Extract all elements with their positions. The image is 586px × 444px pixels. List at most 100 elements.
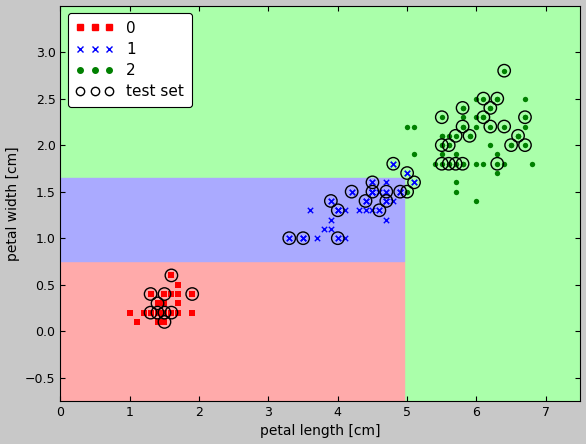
Point <box>451 160 461 167</box>
Point <box>298 234 308 242</box>
Point <box>479 95 488 102</box>
Point <box>479 114 488 121</box>
Point <box>153 300 162 307</box>
Point <box>340 234 349 242</box>
Point <box>520 114 530 121</box>
Point <box>493 95 502 102</box>
Point <box>437 142 447 149</box>
Point <box>437 114 447 121</box>
Point <box>513 132 523 139</box>
Point <box>146 290 155 297</box>
Point <box>472 95 481 102</box>
Point <box>285 234 294 242</box>
Point <box>125 309 135 316</box>
Point <box>153 318 162 325</box>
Point <box>458 114 467 121</box>
Point <box>486 104 495 111</box>
Point <box>410 179 419 186</box>
Point <box>312 234 322 242</box>
Point <box>499 160 509 167</box>
Point <box>347 188 356 195</box>
Point <box>374 207 384 214</box>
Point <box>160 290 169 297</box>
Point <box>326 225 336 232</box>
Point <box>333 207 342 214</box>
Point <box>506 142 516 149</box>
Point <box>396 188 405 195</box>
Point <box>479 114 488 121</box>
Point <box>396 188 405 195</box>
Point <box>368 188 377 195</box>
Point <box>479 95 488 102</box>
Point <box>527 160 537 167</box>
Point <box>444 160 454 167</box>
Point <box>403 170 412 177</box>
Point <box>472 160 481 167</box>
Point <box>333 207 342 214</box>
Point <box>368 188 377 195</box>
Point <box>520 95 530 102</box>
Point <box>389 160 398 167</box>
Point <box>333 207 342 214</box>
Point <box>368 179 377 186</box>
Point <box>396 188 405 195</box>
Point <box>160 309 169 316</box>
Point <box>333 234 342 242</box>
Point <box>153 318 162 325</box>
Point <box>166 309 176 316</box>
Point <box>451 151 461 158</box>
Point <box>361 207 370 214</box>
X-axis label: petal length [cm]: petal length [cm] <box>260 424 381 438</box>
Point <box>146 290 155 297</box>
Point <box>410 179 419 186</box>
Point <box>444 160 454 167</box>
Point <box>166 309 176 316</box>
Bar <box>60 262 404 401</box>
Point <box>368 188 377 195</box>
Point <box>160 290 169 297</box>
Point <box>146 309 155 316</box>
Point <box>444 142 454 149</box>
Point <box>472 198 481 205</box>
Point <box>160 318 169 325</box>
Point <box>160 290 169 297</box>
Point <box>166 309 176 316</box>
Point <box>437 114 447 121</box>
Point <box>153 300 162 307</box>
Point <box>444 142 454 149</box>
Point <box>396 188 405 195</box>
Point <box>437 142 447 149</box>
Point <box>361 198 370 205</box>
Point <box>451 132 461 139</box>
Point <box>493 160 502 167</box>
Point <box>326 216 336 223</box>
Point <box>160 309 169 316</box>
Point <box>298 234 308 242</box>
Point <box>458 160 467 167</box>
Point <box>403 123 412 130</box>
Point <box>437 132 447 139</box>
Point <box>437 142 447 149</box>
Point <box>354 207 363 214</box>
Point <box>499 67 509 74</box>
Point <box>451 160 461 167</box>
Point <box>520 114 530 121</box>
Point <box>173 281 183 288</box>
Point <box>160 318 169 325</box>
Point <box>153 309 162 316</box>
Point <box>458 104 467 111</box>
Point <box>444 160 454 167</box>
Point <box>410 179 419 186</box>
Point <box>333 234 342 242</box>
Point <box>403 188 412 195</box>
Point <box>188 309 197 316</box>
Point <box>160 300 169 307</box>
Point <box>132 318 141 325</box>
Point <box>472 114 481 121</box>
Point <box>146 309 155 316</box>
Point <box>368 188 377 195</box>
Point <box>146 309 155 316</box>
Point <box>333 207 342 214</box>
Point <box>166 309 176 316</box>
Point <box>381 198 391 205</box>
